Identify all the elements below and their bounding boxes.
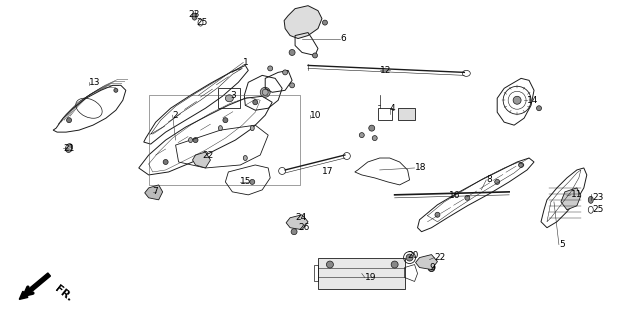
Ellipse shape (289, 50, 295, 55)
Ellipse shape (163, 159, 168, 164)
Ellipse shape (282, 70, 287, 75)
Bar (218, 88, 240, 108)
Polygon shape (145, 185, 163, 200)
Ellipse shape (188, 138, 193, 143)
Text: 7: 7 (153, 188, 158, 196)
Text: 10: 10 (310, 111, 322, 120)
Ellipse shape (260, 87, 270, 97)
Polygon shape (561, 188, 581, 210)
Text: 14: 14 (527, 96, 538, 105)
Ellipse shape (391, 261, 398, 268)
Ellipse shape (369, 125, 375, 131)
Polygon shape (193, 152, 210, 168)
Ellipse shape (588, 196, 593, 203)
Bar (318, 258, 404, 289)
Text: 4: 4 (389, 104, 395, 113)
Text: 23: 23 (593, 193, 604, 202)
Bar (149, 95, 300, 185)
Ellipse shape (435, 212, 440, 217)
Text: 18: 18 (414, 164, 426, 172)
Ellipse shape (428, 264, 435, 271)
Text: 25: 25 (197, 18, 208, 27)
Ellipse shape (225, 95, 233, 102)
Text: 26: 26 (298, 223, 309, 232)
Ellipse shape (359, 132, 364, 138)
Ellipse shape (218, 126, 222, 131)
Ellipse shape (465, 195, 470, 200)
Ellipse shape (495, 180, 500, 184)
Text: 25: 25 (593, 205, 604, 214)
Text: 17: 17 (322, 167, 334, 176)
Ellipse shape (406, 254, 413, 261)
Ellipse shape (223, 118, 228, 123)
Ellipse shape (290, 83, 295, 88)
Ellipse shape (326, 261, 334, 268)
Ellipse shape (250, 180, 255, 184)
Text: 24: 24 (295, 213, 306, 222)
Polygon shape (416, 255, 438, 269)
Ellipse shape (66, 118, 71, 123)
Text: 15: 15 (240, 177, 252, 187)
Text: 20: 20 (408, 251, 419, 260)
Text: 21: 21 (63, 144, 74, 153)
Text: FR.: FR. (53, 284, 74, 303)
Text: 2: 2 (173, 111, 178, 120)
Ellipse shape (518, 163, 523, 167)
Text: 13: 13 (89, 78, 101, 87)
Polygon shape (284, 6, 322, 38)
Ellipse shape (114, 88, 118, 92)
Text: 23: 23 (188, 10, 200, 19)
Ellipse shape (513, 96, 521, 104)
Ellipse shape (291, 229, 297, 235)
Text: 16: 16 (449, 191, 461, 200)
Text: 5: 5 (559, 240, 565, 249)
Text: 8: 8 (486, 175, 492, 184)
Polygon shape (286, 215, 308, 230)
Bar (377, 108, 392, 120)
Ellipse shape (193, 138, 198, 143)
Ellipse shape (536, 106, 541, 111)
Text: 6: 6 (340, 34, 346, 43)
Text: 1: 1 (244, 58, 249, 67)
Text: 9: 9 (429, 263, 435, 272)
Ellipse shape (372, 136, 377, 140)
Bar (398, 108, 414, 120)
Ellipse shape (268, 66, 273, 71)
Ellipse shape (250, 126, 254, 131)
Ellipse shape (192, 13, 197, 20)
Ellipse shape (253, 100, 258, 105)
Text: 11: 11 (571, 190, 582, 199)
Ellipse shape (66, 144, 73, 152)
Text: 19: 19 (365, 273, 376, 282)
Text: 12: 12 (380, 66, 391, 75)
FancyArrow shape (19, 273, 51, 300)
Text: 22: 22 (434, 253, 446, 262)
Ellipse shape (312, 53, 317, 58)
Ellipse shape (244, 156, 247, 161)
Text: 22: 22 (202, 150, 213, 160)
Ellipse shape (322, 20, 327, 25)
Text: 3: 3 (230, 91, 236, 100)
